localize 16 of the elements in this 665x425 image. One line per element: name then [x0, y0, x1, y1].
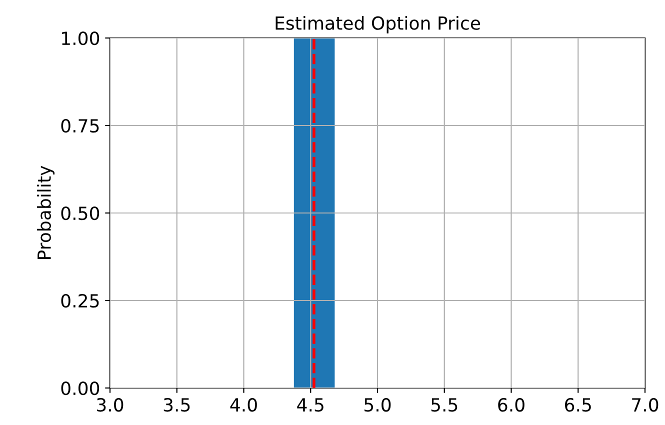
x-tick-label: 4.0 [230, 398, 257, 412]
y-tick-label: 0.00 [61, 381, 100, 396]
chart-title: Estimated Option Price [276, 16, 480, 34]
x-tick-label: 3.5 [164, 398, 190, 412]
y-axis-title: Probability [37, 166, 55, 259]
x-tick-label: 4.5 [297, 398, 324, 412]
x-tick-label: 5.0 [364, 398, 391, 412]
y-tick-label: 1.00 [62, 31, 100, 46]
y-tick-label: 0.75 [61, 118, 99, 133]
x-tick-label: 6.0 [498, 398, 524, 412]
x-tick-label: 7.0 [632, 398, 658, 412]
x-tick-label: 3.0 [97, 398, 124, 412]
x-tick-label: 5.5 [431, 398, 458, 412]
y-tick-label: 0.25 [61, 294, 99, 308]
x-tick-label: 6.5 [565, 398, 591, 412]
y-tick-label: 0.50 [61, 206, 100, 220]
